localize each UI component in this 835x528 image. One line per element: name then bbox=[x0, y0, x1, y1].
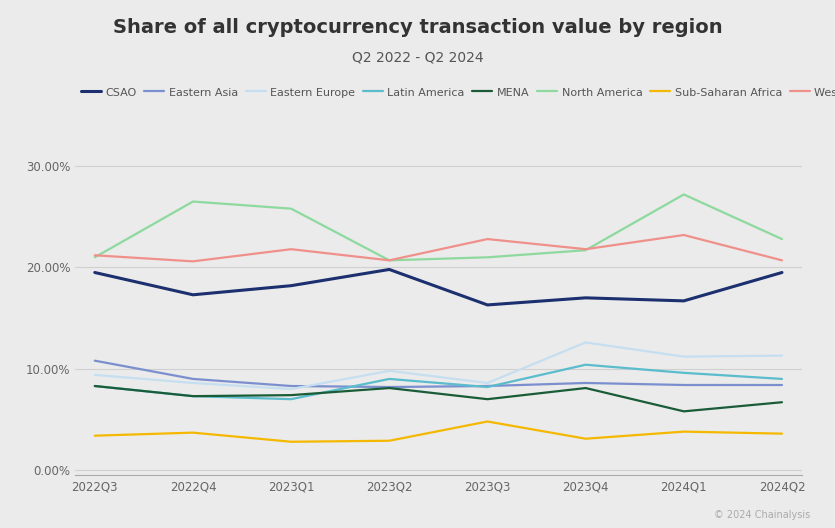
Eastern Europe bbox=[580, 340, 590, 346]
Latin America bbox=[384, 376, 394, 382]
Line: Sub-Saharan Africa: Sub-Saharan Africa bbox=[95, 421, 782, 442]
Western Europe bbox=[188, 258, 198, 265]
Eastern Asia bbox=[286, 383, 296, 389]
Eastern Europe bbox=[286, 386, 296, 392]
CSAO bbox=[777, 269, 787, 276]
Sub-Saharan Africa bbox=[188, 429, 198, 436]
Latin America bbox=[286, 396, 296, 402]
Sub-Saharan Africa bbox=[679, 428, 689, 435]
Line: North America: North America bbox=[95, 194, 782, 260]
Western Europe bbox=[90, 252, 100, 258]
MENA bbox=[777, 399, 787, 406]
Line: CSAO: CSAO bbox=[95, 269, 782, 305]
Eastern Europe bbox=[483, 380, 493, 386]
Western Europe bbox=[580, 246, 590, 252]
Western Europe bbox=[286, 246, 296, 252]
CSAO bbox=[580, 295, 590, 301]
CSAO bbox=[483, 302, 493, 308]
MENA bbox=[384, 385, 394, 391]
North America bbox=[580, 247, 590, 253]
Text: Share of all cryptocurrency transaction value by region: Share of all cryptocurrency transaction … bbox=[113, 18, 722, 37]
Latin America bbox=[188, 393, 198, 399]
North America bbox=[483, 254, 493, 260]
Text: © 2024 Chainalysis: © 2024 Chainalysis bbox=[714, 510, 810, 520]
Eastern Europe bbox=[188, 380, 198, 386]
Eastern Asia bbox=[483, 383, 493, 389]
Sub-Saharan Africa bbox=[483, 418, 493, 425]
MENA bbox=[286, 392, 296, 398]
MENA bbox=[188, 393, 198, 399]
Eastern Asia bbox=[90, 357, 100, 364]
CSAO bbox=[679, 298, 689, 304]
Western Europe bbox=[679, 232, 689, 238]
Western Europe bbox=[777, 257, 787, 263]
North America bbox=[188, 199, 198, 205]
Line: Latin America: Latin America bbox=[95, 365, 782, 399]
Latin America bbox=[90, 383, 100, 389]
MENA bbox=[679, 408, 689, 414]
Eastern Asia bbox=[188, 376, 198, 382]
Line: Eastern Europe: Eastern Europe bbox=[95, 343, 782, 389]
Latin America bbox=[580, 362, 590, 368]
CSAO bbox=[384, 266, 394, 272]
Sub-Saharan Africa bbox=[580, 436, 590, 442]
North America bbox=[384, 257, 394, 263]
MENA bbox=[580, 385, 590, 391]
Latin America bbox=[777, 376, 787, 382]
Western Europe bbox=[384, 257, 394, 263]
MENA bbox=[90, 383, 100, 389]
Eastern Europe bbox=[777, 352, 787, 359]
Eastern Europe bbox=[90, 372, 100, 378]
North America bbox=[679, 191, 689, 197]
CSAO bbox=[188, 291, 198, 298]
Legend: CSAO, Eastern Asia, Eastern Europe, Latin America, MENA, North America, Sub-Saha: CSAO, Eastern Asia, Eastern Europe, Lati… bbox=[81, 88, 835, 98]
CSAO bbox=[90, 269, 100, 276]
Line: Eastern Asia: Eastern Asia bbox=[95, 361, 782, 387]
North America bbox=[777, 236, 787, 242]
MENA bbox=[483, 396, 493, 402]
North America bbox=[286, 205, 296, 212]
Sub-Saharan Africa bbox=[777, 430, 787, 437]
Line: MENA: MENA bbox=[95, 386, 782, 411]
Eastern Asia bbox=[580, 380, 590, 386]
Eastern Asia bbox=[384, 384, 394, 390]
Latin America bbox=[483, 384, 493, 390]
Western Europe bbox=[483, 236, 493, 242]
Sub-Saharan Africa bbox=[384, 438, 394, 444]
Sub-Saharan Africa bbox=[90, 432, 100, 439]
Sub-Saharan Africa bbox=[286, 439, 296, 445]
CSAO bbox=[286, 282, 296, 289]
Eastern Europe bbox=[384, 367, 394, 374]
Eastern Asia bbox=[777, 382, 787, 388]
Line: Western Europe: Western Europe bbox=[95, 235, 782, 261]
North America bbox=[90, 254, 100, 260]
Text: Q2 2022 - Q2 2024: Q2 2022 - Q2 2024 bbox=[352, 50, 483, 64]
Eastern Europe bbox=[679, 353, 689, 360]
Latin America bbox=[679, 370, 689, 376]
Eastern Asia bbox=[679, 382, 689, 388]
